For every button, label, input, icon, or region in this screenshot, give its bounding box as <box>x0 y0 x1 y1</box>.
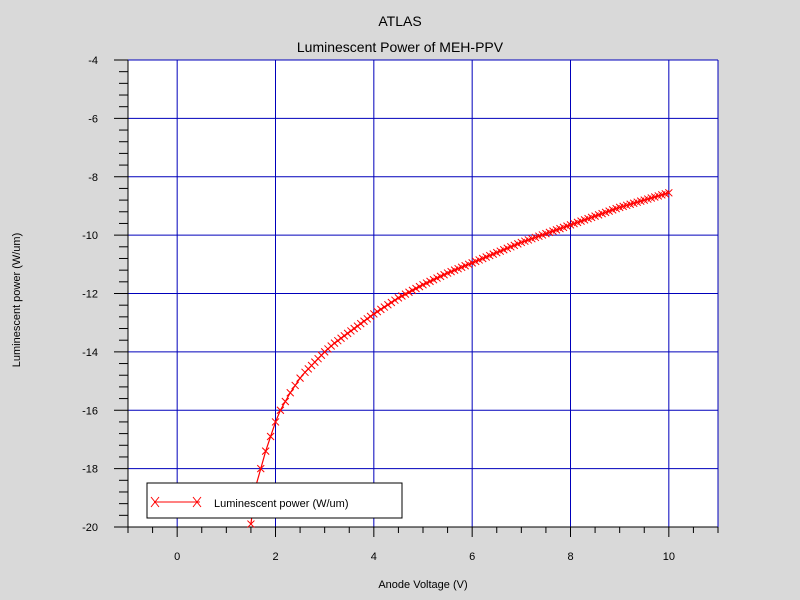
data-point <box>281 397 290 406</box>
x-tick-label: 0 <box>174 551 180 563</box>
y-tick-label: -16 <box>82 405 98 417</box>
data-point <box>369 310 378 318</box>
data-point <box>363 314 372 323</box>
y-tick-label: -12 <box>82 289 98 301</box>
data-point <box>266 432 275 441</box>
data-point <box>291 381 300 390</box>
data-point <box>664 188 673 197</box>
y-tick-label: -20 <box>82 522 98 534</box>
y-tick-label: -10 <box>82 230 98 242</box>
data-point <box>247 520 255 528</box>
x-tick-label: 6 <box>469 551 475 563</box>
data-point <box>360 317 368 326</box>
data-point <box>337 334 345 343</box>
chart-subtitle: Luminescent Power of MEH-PPV <box>297 39 504 55</box>
y-axis-label: Luminescent power (W/um) <box>11 233 23 368</box>
data-point <box>394 294 403 302</box>
data-point <box>343 329 352 338</box>
data-point <box>380 303 389 311</box>
legend-marker-left <box>150 496 160 508</box>
data-point <box>401 290 410 298</box>
data-point <box>373 307 382 316</box>
x-axis-label: Anode Voltage (V) <box>378 579 467 591</box>
y-tick-label: -4 <box>88 55 98 67</box>
data-point <box>261 447 270 455</box>
data-point <box>330 339 339 347</box>
x-tick-label: 4 <box>371 551 377 563</box>
data-point <box>256 464 265 473</box>
data-point <box>412 284 420 293</box>
legend-label: Luminescent power (W/um) <box>214 498 349 510</box>
x-tick-label: 10 <box>663 551 675 563</box>
data-point <box>366 312 375 321</box>
data-point <box>391 296 399 305</box>
data-point <box>405 288 413 297</box>
data-point <box>276 406 285 415</box>
data-point <box>384 300 392 309</box>
data-point <box>296 374 304 382</box>
x-tick-label: 2 <box>272 551 278 563</box>
data-point <box>350 324 359 333</box>
data-point <box>398 292 406 300</box>
data-point <box>356 319 365 328</box>
legend-marker-right <box>192 496 202 508</box>
y-tick-label: -18 <box>82 464 98 476</box>
data-point <box>286 388 295 397</box>
legend: Luminescent power (W/um) <box>146 482 403 519</box>
chart-title: ATLAS <box>378 13 421 29</box>
data-point <box>387 298 396 307</box>
ticks: -4 -6 -8 -10 -12 -14 -16 -18 -20 0 2 4 6 8 10 <box>82 55 719 563</box>
data-point <box>340 331 349 340</box>
data-point <box>415 282 424 291</box>
series-layer <box>247 188 673 528</box>
data-point <box>377 305 385 314</box>
data-point <box>353 322 362 330</box>
x-tick-label: 8 <box>567 551 573 563</box>
data-point <box>333 336 342 345</box>
y-tick-label: -6 <box>88 113 98 125</box>
data-point <box>347 327 355 335</box>
data-point <box>271 418 280 426</box>
legend-box <box>146 482 403 519</box>
y-tick-label: -8 <box>88 172 98 184</box>
data-point <box>408 286 417 295</box>
y-tick-label: -14 <box>82 347 98 359</box>
